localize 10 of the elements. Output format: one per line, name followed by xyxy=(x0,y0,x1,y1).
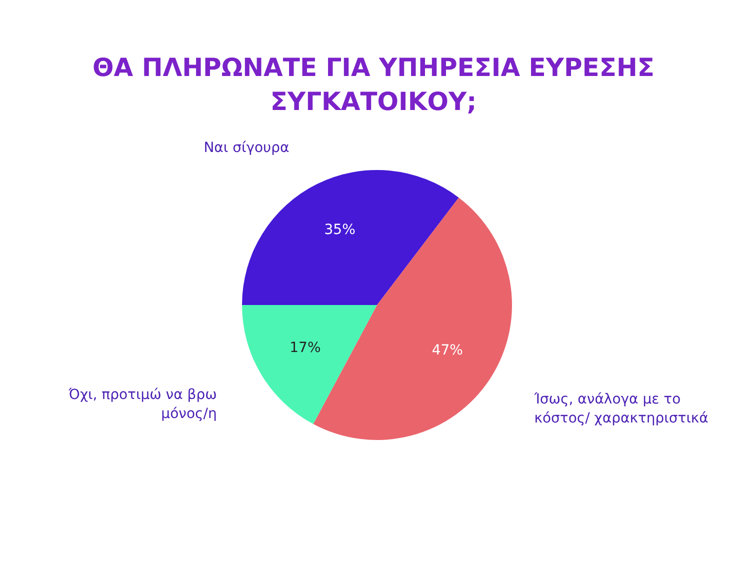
pie-slice xyxy=(242,170,459,305)
slice-label: Ναι σίγουρα xyxy=(204,140,290,156)
pie-slice xyxy=(242,305,377,424)
data-label: 17% xyxy=(290,340,321,356)
slice-label: Ίσως, ανάλογα με το κόστος/ χαρακτηριστικά xyxy=(533,392,708,427)
text: ΣΥΓΚΑΤΟΙΚΟΥ; xyxy=(270,87,477,116)
text: ΘΑ ΠΛΗΡΩΝΑΤΕ ΓΙΑ ΥΠΗΡΕΣΙΑ ΕΥΡΕΣΗΣ xyxy=(92,53,654,82)
slice-label: Όχι, προτιμώ να βρω μόνος/η xyxy=(68,386,217,422)
data-label: 35% xyxy=(324,222,356,238)
data-label: 47% xyxy=(432,342,463,358)
